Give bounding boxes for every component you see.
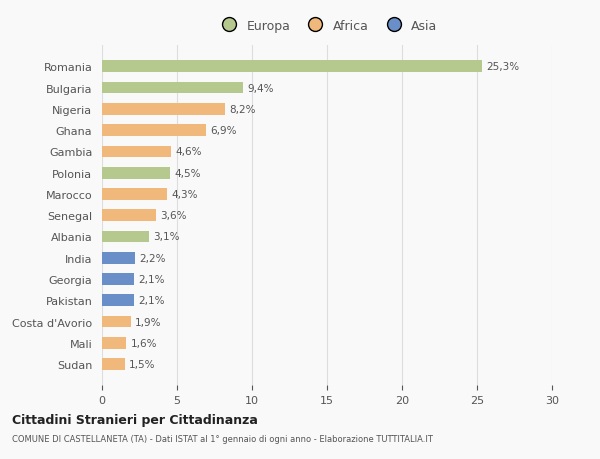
Text: 25,3%: 25,3%	[486, 62, 519, 72]
Bar	[102, 83, 243, 94]
Bar	[102, 168, 170, 179]
Text: COMUNE DI CASTELLANETA (TA) - Dati ISTAT al 1° gennaio di ogni anno - Elaborazio: COMUNE DI CASTELLANETA (TA) - Dati ISTAT…	[12, 434, 433, 443]
Text: 1,9%: 1,9%	[135, 317, 161, 327]
Text: 2,2%: 2,2%	[139, 253, 166, 263]
Bar	[102, 252, 135, 264]
Text: 3,6%: 3,6%	[161, 211, 187, 221]
Text: 2,1%: 2,1%	[138, 274, 164, 285]
Text: 4,5%: 4,5%	[174, 168, 200, 178]
Bar	[102, 358, 125, 370]
Text: 1,5%: 1,5%	[129, 359, 155, 369]
Bar	[102, 231, 149, 243]
Text: 3,1%: 3,1%	[153, 232, 179, 242]
Bar	[102, 337, 126, 349]
Bar	[102, 274, 133, 285]
Bar	[102, 125, 205, 137]
Bar	[102, 62, 482, 73]
Text: 9,4%: 9,4%	[248, 84, 274, 93]
Text: 1,6%: 1,6%	[131, 338, 157, 348]
Bar	[102, 146, 171, 158]
Bar	[102, 295, 133, 307]
Text: 4,6%: 4,6%	[176, 147, 202, 157]
Text: 6,9%: 6,9%	[210, 126, 236, 136]
Text: 8,2%: 8,2%	[229, 105, 256, 115]
Text: 4,3%: 4,3%	[171, 190, 197, 200]
Bar	[102, 210, 156, 222]
Bar	[102, 316, 131, 328]
Bar	[102, 104, 225, 116]
Legend: Europa, Africa, Asia: Europa, Africa, Asia	[212, 15, 443, 38]
Text: 2,1%: 2,1%	[138, 296, 164, 306]
Text: Cittadini Stranieri per Cittadinanza: Cittadini Stranieri per Cittadinanza	[12, 413, 258, 426]
Bar	[102, 189, 167, 200]
